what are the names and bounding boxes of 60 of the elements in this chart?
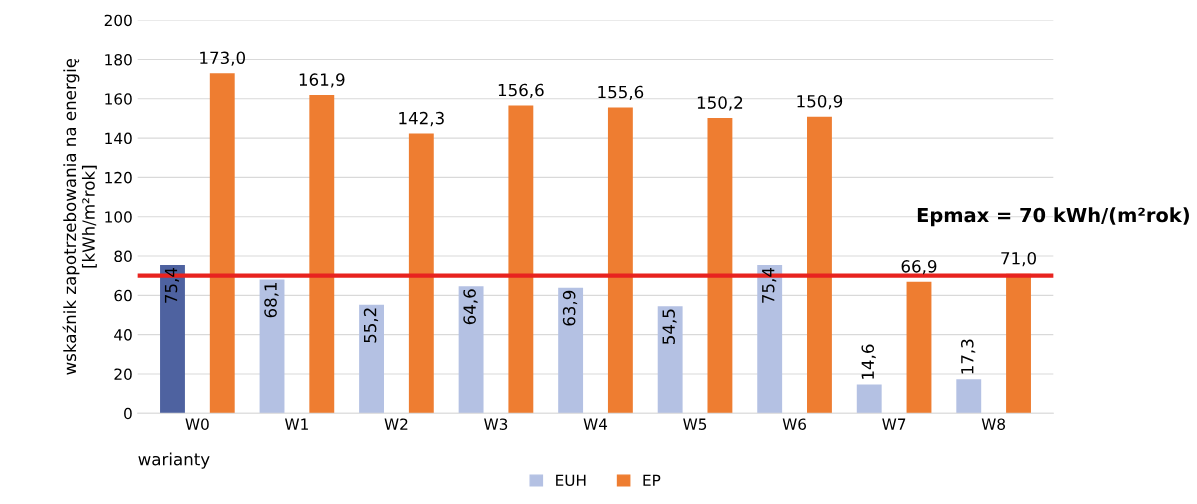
y-axis-title: wskaźnik zapotrzebowania na energię [kWh/m²rok] — [62, 58, 97, 375]
x-tick-label: W2 — [384, 418, 408, 430]
y-tick-label: 200 — [104, 14, 132, 27]
data-label: 155,6 — [598, 85, 644, 101]
data-label: 55,2 — [363, 308, 379, 343]
x-tick-label: W8 — [981, 418, 1006, 430]
bar — [309, 95, 335, 414]
x-tick-label: W6 — [782, 418, 807, 430]
data-label: 66,9 — [901, 260, 937, 275]
y-tick-label: 20 — [114, 368, 132, 380]
data-label: 68,1 — [264, 282, 279, 318]
data-label: 71,0 — [1001, 251, 1036, 267]
legend-label: EP — [643, 474, 661, 486]
bar — [757, 265, 783, 414]
y-tick-label: 60 — [114, 289, 132, 302]
bar — [707, 118, 733, 414]
y-tick-label: 120 — [105, 171, 132, 184]
bar — [906, 281, 932, 414]
y-tick-label: 80 — [114, 250, 132, 263]
bar — [657, 306, 683, 414]
y-tick-label: 140 — [105, 132, 132, 145]
x-tick-label: W4 — [583, 418, 608, 430]
data-label: 173,0 — [200, 51, 246, 66]
y-tick-label: 40 — [114, 329, 132, 341]
bar — [359, 304, 384, 414]
data-label: 156,6 — [498, 83, 544, 99]
x-tick-label: W3 — [484, 418, 508, 430]
data-label: 54,5 — [662, 309, 677, 344]
data-label: 17,3 — [960, 339, 976, 374]
x-tick-label: W1 — [285, 418, 308, 430]
data-label: 150,2 — [697, 96, 743, 111]
bar — [408, 133, 434, 414]
x-tick-label: W7 — [882, 418, 906, 430]
bar — [458, 286, 484, 414]
data-label: 75,4 — [762, 267, 777, 303]
bar — [607, 107, 633, 414]
bar — [209, 73, 235, 414]
ref-line-label: Epmax = 70 kWh/(m²rok) — [917, 207, 1189, 227]
bar — [160, 265, 185, 414]
data-label: 161,9 — [299, 73, 345, 88]
y-tick-label: 160 — [105, 93, 132, 105]
legend-label: EUH — [556, 474, 586, 487]
y-tick-label: 0 — [124, 407, 132, 420]
bar — [508, 105, 534, 414]
data-label: 75,4 — [164, 267, 180, 303]
bar — [856, 384, 882, 414]
data-label: 14,6 — [861, 344, 876, 379]
x-tick-label: W0 — [185, 418, 209, 430]
data-label: 64,6 — [463, 289, 478, 325]
bar — [259, 279, 285, 414]
bar — [558, 287, 584, 414]
y-tick-label: 180 — [105, 53, 132, 66]
x-tick-label: W5 — [683, 418, 707, 430]
data-label: 150,9 — [797, 94, 843, 110]
x-axis-title: warianty — [138, 452, 210, 469]
bar — [807, 116, 832, 414]
bar — [956, 379, 982, 414]
y-tick-label: 100 — [105, 211, 132, 223]
data-label: 142,3 — [399, 111, 444, 127]
data-label: 63,9 — [562, 290, 578, 326]
